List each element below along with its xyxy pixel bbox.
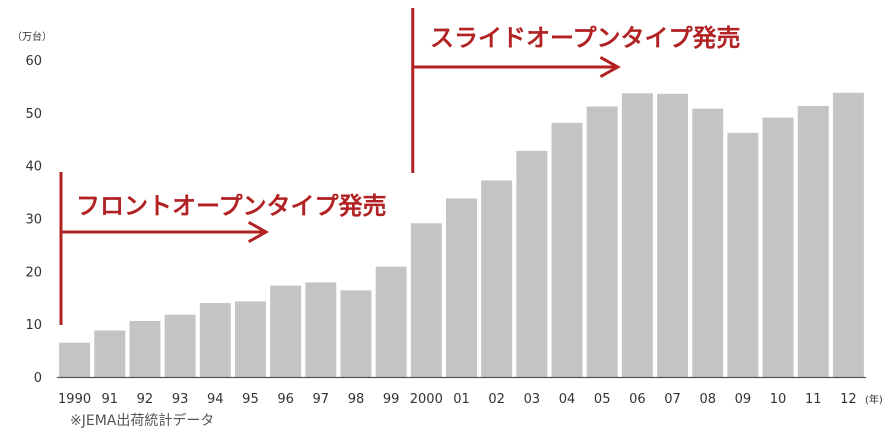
bar bbox=[551, 122, 583, 377]
source-note: ※JEMA出荷統計データ bbox=[70, 413, 215, 429]
x-tick-label: 09 bbox=[735, 392, 752, 407]
bars-group bbox=[59, 92, 864, 378]
bar bbox=[234, 301, 266, 377]
x-tick-label: 1990 bbox=[58, 392, 91, 407]
bar bbox=[59, 342, 91, 377]
annotations-group: フロントオープンタイプ発売 スライドオープンタイプ発売 bbox=[59, 8, 741, 325]
annotation-label: フロントオープンタイプ発売 bbox=[76, 192, 387, 220]
bar bbox=[797, 105, 829, 377]
y-tick-label: 50 bbox=[25, 107, 42, 122]
bar bbox=[446, 198, 477, 377]
y-tick-label: 20 bbox=[25, 265, 42, 280]
x-tick-label: 12 bbox=[840, 392, 857, 407]
y-tick-label: 60 bbox=[25, 54, 42, 69]
bar bbox=[129, 320, 161, 377]
x-tick-label: 97 bbox=[313, 392, 330, 407]
bar bbox=[762, 117, 794, 378]
bar bbox=[375, 266, 407, 377]
x-tick-label: 06 bbox=[629, 392, 646, 407]
y-tick-label: 40 bbox=[25, 160, 42, 175]
x-tick-label: 99 bbox=[383, 392, 400, 407]
annotation-arrow-head bbox=[599, 55, 621, 79]
bar bbox=[94, 330, 126, 377]
x-tick-label: 2000 bbox=[410, 392, 443, 407]
x-tick-label: 08 bbox=[699, 392, 716, 407]
bar bbox=[270, 285, 302, 377]
bar bbox=[621, 93, 653, 377]
bar bbox=[481, 180, 513, 377]
y-tick-label: 0 bbox=[34, 371, 42, 386]
bar bbox=[199, 303, 231, 377]
bar bbox=[305, 282, 337, 377]
x-axis-unit-label: (年) bbox=[865, 393, 883, 406]
x-tick-label: 02 bbox=[488, 392, 505, 407]
x-tick-label: 93 bbox=[172, 392, 189, 407]
x-tick-label: 05 bbox=[594, 392, 611, 407]
x-tick-label: 04 bbox=[559, 392, 576, 407]
x-tick-label: 10 bbox=[770, 392, 787, 407]
bar bbox=[586, 106, 618, 377]
x-tick-label: 92 bbox=[137, 392, 154, 407]
bar bbox=[516, 150, 548, 377]
bar bbox=[832, 92, 864, 378]
bar bbox=[340, 290, 372, 377]
bar bbox=[692, 108, 724, 378]
annotation-arrow-head bbox=[247, 220, 270, 244]
x-tick-label: 98 bbox=[348, 392, 365, 407]
x-tick-label: 95 bbox=[242, 392, 259, 407]
y-tick-label: 10 bbox=[25, 318, 42, 333]
bar bbox=[164, 314, 196, 377]
annotation-label: スライドオープンタイプ発売 bbox=[430, 24, 741, 52]
x-axis-ticks: 1990 91 92 93 94 95 96 97 98 99 2000 01 02 03 04 05 06 07… bbox=[58, 392, 857, 407]
x-tick-label: 96 bbox=[277, 392, 294, 407]
x-tick-label: 01 bbox=[453, 392, 470, 407]
x-tick-label: 07 bbox=[664, 392, 681, 407]
x-tick-label: 91 bbox=[101, 392, 118, 407]
x-tick-label: 11 bbox=[805, 392, 822, 407]
bar bbox=[410, 223, 442, 377]
x-tick-label: 03 bbox=[524, 392, 541, 407]
x-tick-label: 94 bbox=[207, 392, 224, 407]
y-axis-unit-label: （万台） bbox=[12, 30, 52, 43]
bar bbox=[727, 132, 759, 377]
y-tick-label: 30 bbox=[25, 213, 42, 228]
y-axis-ticks: 0 10 20 30 40 50 60 bbox=[25, 54, 42, 386]
bar bbox=[657, 93, 689, 378]
